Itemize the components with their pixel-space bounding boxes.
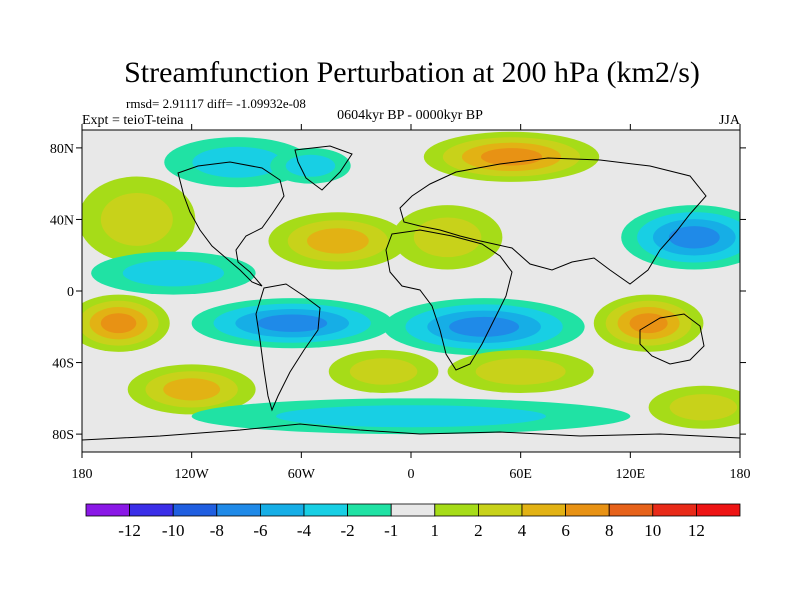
period-label: 0604kyr BP - 0000kyr BP [337, 108, 483, 123]
australia-coast [639, 313, 705, 365]
contour-level [481, 148, 543, 166]
colorbar-label: -4 [297, 521, 312, 540]
axis-ticks: 180 120W 60W 0 60E 120E 180 80N 40N 0 40S 80S [50, 124, 751, 482]
colorbar-label: 8 [605, 521, 614, 540]
field-siberia-high [423, 131, 600, 182]
y-tick-label: 0 [67, 285, 74, 300]
x-tick-label: 60E [509, 467, 532, 482]
field-southwest-pacific-high [648, 385, 740, 429]
contour-level [349, 358, 418, 385]
colorbar-swatch [477, 503, 523, 517]
field-south-pacific-high [82, 294, 170, 352]
north-america-coast [177, 161, 285, 287]
field-north-pacific-high [82, 176, 196, 263]
colorbar-label: 6 [561, 521, 570, 540]
field-australia-high [593, 294, 704, 352]
contour-level [669, 394, 738, 421]
colorbar-label: -8 [210, 521, 224, 540]
field-north-atlantic-high [268, 212, 408, 270]
contour-level [475, 358, 566, 385]
x-tick-label: 120E [616, 467, 646, 482]
colorbar-label: 1 [431, 521, 440, 540]
y-tick-label: 40N [50, 213, 74, 228]
colorbar-swatch [652, 503, 697, 517]
field-greenland-low [270, 147, 351, 184]
contour-level [285, 154, 336, 177]
colorbar-swatch [172, 503, 218, 517]
contour-level [276, 405, 546, 428]
colorbar-swatch [434, 503, 479, 517]
colorbar-label: 10 [644, 521, 661, 540]
x-tick-label: 180 [72, 467, 93, 482]
colorbar-swatch [303, 503, 348, 517]
greenland-coast [294, 145, 353, 191]
field-pacific-equatorial-low [91, 251, 256, 295]
colorbar-swatch [565, 503, 610, 517]
colorbar-swatch [608, 503, 654, 517]
colorbar-swatch [521, 503, 566, 517]
contour-level [668, 226, 720, 249]
colorbar-swatch [129, 503, 174, 517]
y-tick-label: 80N [50, 142, 74, 157]
colorbar-swatch [259, 503, 305, 517]
field-southern-pacific-high [127, 364, 256, 415]
colorbar-label: -12 [118, 521, 141, 540]
x-tick-label: 180 [730, 467, 751, 482]
x-tick-label: 0 [408, 467, 415, 482]
eurasia-coast [399, 157, 707, 285]
colorbar-swatch [216, 503, 261, 517]
field-south-america-low [191, 298, 393, 349]
colorbar-label: -1 [384, 521, 398, 540]
field-antarctic-low [191, 398, 631, 435]
season-label: JJA [719, 113, 741, 128]
colorbar-label: 2 [474, 521, 483, 540]
field-south-atlantic-high [328, 350, 439, 393]
y-tick-label: 40S [52, 357, 74, 372]
colorbar-label: 4 [518, 521, 527, 540]
experiment-label: Expt = teioT-teina [82, 113, 184, 128]
contour-level [192, 146, 283, 178]
field-indian-ocean-low [383, 298, 585, 356]
antarctica-coast [82, 423, 740, 441]
contour-level [163, 378, 221, 401]
contour-level [100, 313, 137, 334]
y-tick-label: 80S [52, 428, 74, 443]
contour-level [100, 193, 173, 246]
colorbar-label: -2 [341, 521, 355, 540]
contour-level [413, 217, 482, 258]
contour-level [449, 316, 520, 337]
colorbar-swatch [390, 503, 436, 517]
x-tick-label: 120W [175, 467, 210, 482]
coastlines [82, 145, 740, 441]
colorbar-label: -10 [162, 521, 185, 540]
field-north-atlantic-low [164, 137, 311, 188]
contour-fields [82, 131, 740, 435]
contour-level [122, 259, 225, 287]
field-arabian-high [392, 205, 503, 270]
contour-level [257, 314, 328, 332]
colorbar-swatch [347, 503, 392, 517]
colorbar: -12 -10 -8 -6 -4 -2 -1 1 2 4 6 8 10 12 [85, 503, 741, 540]
contour-level [307, 228, 369, 254]
x-tick-label: 60W [288, 467, 316, 482]
colorbar-swatch [85, 503, 130, 517]
contour-level [629, 313, 668, 334]
colorbar-swatch [696, 503, 741, 517]
field-southern-indian-high [447, 350, 594, 393]
colorbar-label: -6 [253, 521, 267, 540]
chart-title: Streamfunction Perturbation at 200 hPa (… [124, 56, 700, 89]
field-east-asia-low [621, 205, 740, 270]
map-panel [81, 129, 741, 453]
colorbar-label: 12 [688, 521, 705, 540]
south-america-coast [255, 283, 321, 412]
stats-label: rmsd= 2.91117 diff= -1.09932e-08 [126, 96, 306, 111]
africa-coast [385, 229, 513, 371]
